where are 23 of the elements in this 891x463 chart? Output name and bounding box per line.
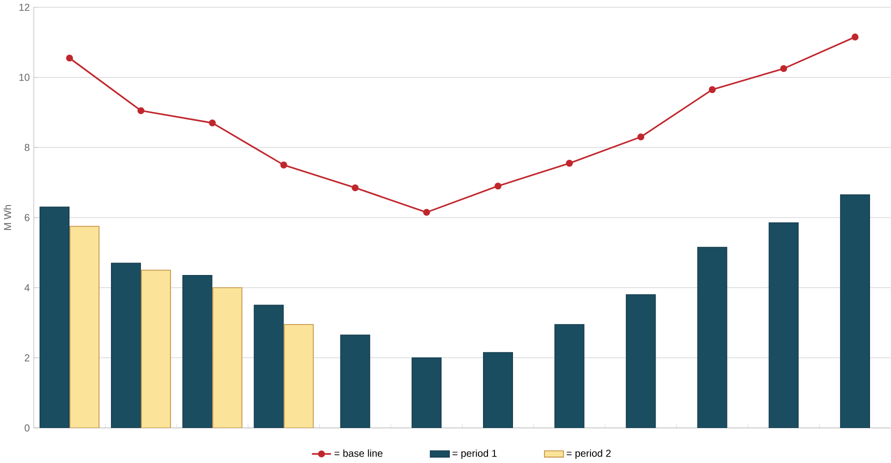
point bbox=[494, 182, 502, 190]
point bbox=[852, 34, 859, 41]
point bbox=[137, 107, 144, 114]
point bbox=[708, 86, 716, 94]
point bbox=[637, 134, 644, 140]
point bbox=[566, 160, 573, 167]
y-tick-label: 2 bbox=[24, 354, 30, 362]
y-tick-label: 0 bbox=[24, 424, 30, 432]
point bbox=[423, 208, 430, 216]
y-tick-label: 12 bbox=[19, 4, 30, 11]
y-tick-label: 6 bbox=[24, 214, 30, 222]
point bbox=[208, 120, 216, 126]
y-tick-label: 8 bbox=[24, 144, 30, 152]
legend-label: = period 2 bbox=[566, 450, 611, 459]
point bbox=[66, 54, 73, 62]
point bbox=[280, 162, 288, 169]
legend-label: = period 1 bbox=[452, 450, 497, 459]
y-tick-label: 10 bbox=[19, 74, 30, 81]
point bbox=[780, 65, 788, 72]
y-axis-title: M Wh bbox=[4, 205, 12, 230]
y-tick-label: 4 bbox=[24, 284, 30, 292]
legend-label: = base line bbox=[334, 450, 382, 457]
point bbox=[352, 184, 359, 192]
